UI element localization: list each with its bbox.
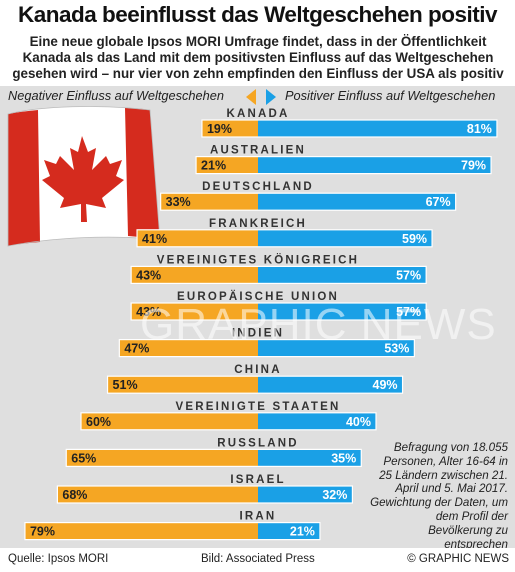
data-label-negative: 51%	[113, 378, 138, 392]
bar-positive	[258, 339, 415, 357]
data-label-negative: 68%	[62, 488, 87, 502]
bar-negative	[57, 486, 259, 503]
category-label: CHINA	[234, 364, 281, 376]
bar-outline	[56, 485, 354, 504]
survey-note: Befragung von 18.055 Personen, Alter 16-…	[370, 441, 508, 551]
bar-positive	[258, 376, 403, 394]
bar-positive	[258, 156, 492, 174]
category-label: VEREINIGTE STAATEN	[175, 401, 340, 413]
bar-negative	[81, 412, 258, 430]
bar-negative	[107, 376, 258, 394]
bar-negative	[201, 120, 258, 137]
category-label: EUROPÄISCHE UNION	[177, 290, 339, 303]
bar-outline	[80, 412, 377, 431]
photo-credit: Bild: Associated Press	[201, 553, 315, 565]
bar-positive	[258, 303, 427, 320]
category-label: AUSTRALIEN	[210, 145, 306, 157]
data-label-positive: 57%	[396, 268, 421, 282]
bar-negative	[137, 229, 258, 247]
bar-outline	[130, 302, 427, 321]
bar-outline	[195, 155, 492, 175]
bar-outline	[65, 448, 362, 467]
data-label-negative: 60%	[86, 415, 111, 429]
canada-flag-photo	[7, 106, 161, 247]
triangle-left-icon	[246, 89, 256, 105]
data-label-negative: 79%	[30, 525, 55, 539]
data-label-positive: 53%	[384, 342, 409, 356]
page-title: Kanada beeinflusst das Weltgeschehen pos…	[18, 2, 497, 27]
bar-negative	[196, 156, 258, 174]
data-label-negative: 21%	[201, 159, 226, 173]
data-label-negative: 41%	[142, 232, 167, 246]
category-label: VEREINIGTES KÖNIGREICH	[157, 253, 359, 266]
category-label: ISRAEL	[230, 474, 285, 486]
category-label: KANADA	[226, 108, 289, 120]
category-label: INDIEN	[232, 328, 284, 340]
chart-panel: KANADA 19% 81% AUSTRALIEN 21% 79% DEUTSCHLAND 3…	[0, 86, 515, 548]
bar-chart: KANADA 19% 81% AUSTRALIEN 21% 79% DEUTSCHLAND 3…	[7, 106, 498, 541]
data-label-positive: 35%	[331, 451, 356, 465]
data-label-negative: 47%	[124, 342, 149, 356]
bar-positive	[258, 486, 353, 503]
bar-outline	[106, 375, 404, 394]
bar-negative	[66, 449, 258, 467]
legend-positive: Positiver Einfluss auf Weltgeschehen	[285, 88, 496, 103]
bar-positive	[258, 266, 427, 284]
category-label: FRANKREICH	[209, 218, 307, 230]
bar-outline	[24, 522, 321, 541]
bar-negative	[119, 339, 258, 357]
data-label-positive: 79%	[461, 159, 486, 173]
copyright: © GRAPHIC NEWS	[407, 553, 509, 565]
bar-outline	[136, 229, 433, 248]
category-label: IRAN	[240, 511, 277, 523]
bar-positive	[258, 229, 433, 247]
data-label-positive: 57%	[396, 305, 421, 319]
bar-negative	[131, 266, 258, 284]
data-label-negative: 19%	[207, 122, 232, 136]
data-label-positive: 32%	[322, 488, 347, 502]
data-label-negative: 65%	[71, 451, 96, 465]
bar-positive	[258, 449, 362, 467]
category-label: RUSSLAND	[217, 437, 299, 449]
bar-outline	[160, 192, 457, 211]
bar-negative	[24, 522, 259, 540]
bar-outline	[130, 265, 427, 284]
bar-outline	[118, 339, 415, 358]
data-label-positive: 67%	[426, 195, 451, 209]
data-label-positive: 40%	[346, 415, 371, 429]
bar-negative	[160, 193, 258, 211]
data-label-negative: 43%	[136, 268, 161, 282]
bar-positive	[258, 193, 456, 211]
data-label-negative: 43%	[136, 305, 161, 319]
page-subtitle: Eine neue globale Ipsos MORI Umfrage fin…	[12, 34, 504, 81]
data-label-positive: 49%	[373, 378, 398, 392]
legend-negative: Negativer Einfluss auf Weltgeschehen	[8, 88, 225, 103]
bar-negative	[131, 303, 258, 320]
bar-positive	[258, 522, 320, 540]
footer: Quelle: Ipsos MORI Bild: Associated Pres…	[0, 548, 515, 572]
bar-positive	[258, 412, 376, 430]
triangle-right-icon	[266, 89, 276, 105]
bar-outline	[201, 119, 498, 138]
data-label-positive: 81%	[467, 122, 492, 136]
bar-positive	[258, 120, 497, 137]
category-label: DEUTSCHLAND	[202, 181, 314, 193]
source-credit: Quelle: Ipsos MORI	[8, 553, 109, 565]
data-label-positive: 21%	[290, 525, 315, 539]
data-label-positive: 59%	[402, 232, 427, 246]
data-label-negative: 33%	[166, 195, 191, 209]
